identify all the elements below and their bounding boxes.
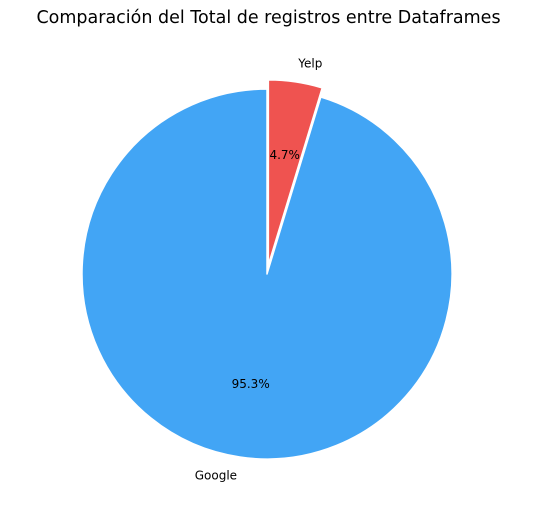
- pie-slice-google: [81, 88, 453, 460]
- slice-label-yelp: Yelp: [297, 57, 322, 71]
- chart-title: Comparación del Total de registros entre…: [36, 8, 501, 28]
- pct-label-yelp: 4.7%: [269, 148, 300, 162]
- slice-label-google: Google: [195, 468, 237, 482]
- pie-labels: Google 95.3% Yelp 4.7%: [195, 57, 323, 483]
- pct-label-google: 95.3%: [232, 377, 270, 391]
- pie-slice-yelp: [267, 79, 323, 266]
- pie-slices: [81, 79, 453, 460]
